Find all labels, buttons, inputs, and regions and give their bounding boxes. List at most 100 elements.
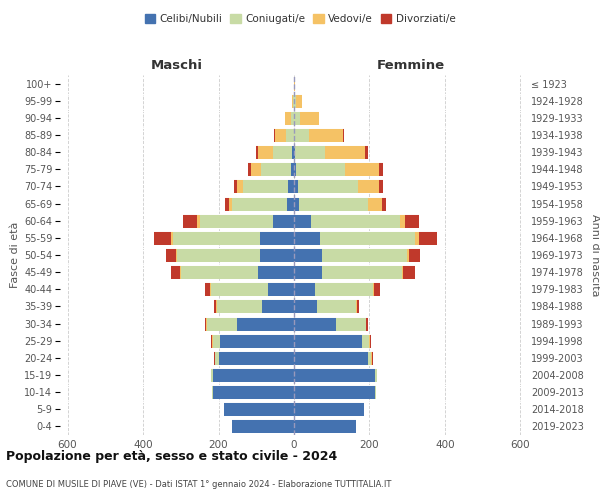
Bar bbox=[374, 282, 380, 296]
Bar bbox=[357, 300, 359, 314]
Bar bbox=[275, 128, 286, 142]
Text: COMUNE DI MUSILE DI PIAVE (VE) - Dati ISTAT 1° gennaio 2024 - Elaborazione TUTTI: COMUNE DI MUSILE DI PIAVE (VE) - Dati IS… bbox=[6, 480, 391, 489]
Bar bbox=[220, 334, 294, 347]
Bar bbox=[298, 180, 358, 194]
Bar bbox=[293, 94, 294, 108]
Bar bbox=[371, 351, 372, 365]
Bar bbox=[200, 214, 273, 228]
Bar bbox=[251, 162, 261, 176]
Bar bbox=[311, 214, 400, 228]
Bar bbox=[372, 351, 373, 365]
Bar bbox=[294, 214, 311, 228]
Bar bbox=[294, 385, 375, 399]
Bar bbox=[273, 145, 292, 159]
Bar bbox=[287, 196, 294, 210]
Bar bbox=[248, 162, 251, 176]
Bar bbox=[181, 265, 258, 279]
Bar bbox=[258, 145, 273, 159]
Bar bbox=[294, 402, 364, 416]
Bar bbox=[184, 214, 197, 228]
Bar bbox=[366, 316, 367, 330]
Bar bbox=[211, 334, 212, 347]
Bar bbox=[205, 282, 210, 296]
Bar bbox=[296, 94, 302, 108]
Bar bbox=[273, 214, 294, 228]
Bar bbox=[216, 300, 217, 314]
Y-axis label: Anni di nascita: Anni di nascita bbox=[590, 214, 600, 296]
Bar bbox=[268, 282, 294, 296]
Bar bbox=[375, 368, 377, 382]
Bar bbox=[294, 334, 362, 347]
Bar bbox=[294, 231, 320, 245]
Bar bbox=[365, 145, 368, 159]
Bar bbox=[373, 282, 374, 296]
Bar bbox=[325, 145, 365, 159]
Bar bbox=[379, 180, 383, 194]
Bar bbox=[343, 128, 344, 142]
Bar bbox=[229, 196, 232, 210]
Bar bbox=[356, 300, 357, 314]
Bar bbox=[170, 265, 180, 279]
Bar bbox=[403, 265, 415, 279]
Bar bbox=[286, 111, 291, 125]
Bar bbox=[172, 231, 173, 245]
Text: Femmine: Femmine bbox=[377, 60, 445, 72]
Bar bbox=[296, 162, 345, 176]
Bar bbox=[261, 162, 291, 176]
Y-axis label: Fasce di età: Fasce di età bbox=[10, 222, 20, 288]
Bar bbox=[289, 180, 294, 194]
Bar bbox=[213, 368, 294, 382]
Bar bbox=[258, 265, 294, 279]
Bar bbox=[238, 180, 243, 194]
Bar bbox=[294, 128, 309, 142]
Bar bbox=[299, 111, 319, 125]
Bar bbox=[294, 265, 322, 279]
Bar bbox=[260, 248, 294, 262]
Bar bbox=[180, 265, 181, 279]
Bar bbox=[274, 128, 275, 142]
Bar bbox=[256, 145, 258, 159]
Bar bbox=[206, 316, 207, 330]
Bar bbox=[317, 300, 356, 314]
Bar bbox=[294, 351, 368, 365]
Bar bbox=[294, 282, 315, 296]
Bar bbox=[345, 162, 379, 176]
Bar bbox=[370, 334, 371, 347]
Bar bbox=[232, 420, 294, 434]
Bar bbox=[401, 265, 403, 279]
Bar bbox=[362, 334, 370, 347]
Bar bbox=[177, 248, 260, 262]
Bar bbox=[294, 316, 335, 330]
Bar bbox=[320, 231, 415, 245]
Bar bbox=[154, 231, 172, 245]
Bar bbox=[211, 368, 213, 382]
Bar bbox=[294, 196, 299, 210]
Bar bbox=[409, 248, 421, 262]
Bar bbox=[213, 334, 220, 347]
Bar bbox=[294, 76, 295, 90]
Bar bbox=[322, 248, 407, 262]
Text: Popolazione per età, sesso e stato civile - 2024: Popolazione per età, sesso e stato civil… bbox=[6, 450, 337, 463]
Bar bbox=[400, 214, 406, 228]
Bar bbox=[294, 368, 375, 382]
Bar bbox=[294, 248, 322, 262]
Bar bbox=[292, 145, 294, 159]
Bar bbox=[406, 214, 419, 228]
Bar bbox=[368, 196, 382, 210]
Bar bbox=[225, 196, 229, 210]
Bar bbox=[224, 402, 294, 416]
Text: Maschi: Maschi bbox=[151, 60, 203, 72]
Bar bbox=[205, 316, 206, 330]
Bar bbox=[218, 351, 294, 365]
Bar bbox=[299, 196, 368, 210]
Bar bbox=[368, 351, 371, 365]
Bar bbox=[292, 94, 293, 108]
Bar bbox=[415, 231, 419, 245]
Bar bbox=[286, 128, 294, 142]
Bar bbox=[197, 214, 200, 228]
Bar bbox=[213, 385, 294, 399]
Bar bbox=[243, 180, 289, 194]
Legend: Celibi/Nubili, Coniugati/e, Vedovi/e, Divorziati/e: Celibi/Nubili, Coniugati/e, Vedovi/e, Di… bbox=[140, 10, 460, 29]
Bar bbox=[407, 248, 409, 262]
Bar bbox=[315, 282, 373, 296]
